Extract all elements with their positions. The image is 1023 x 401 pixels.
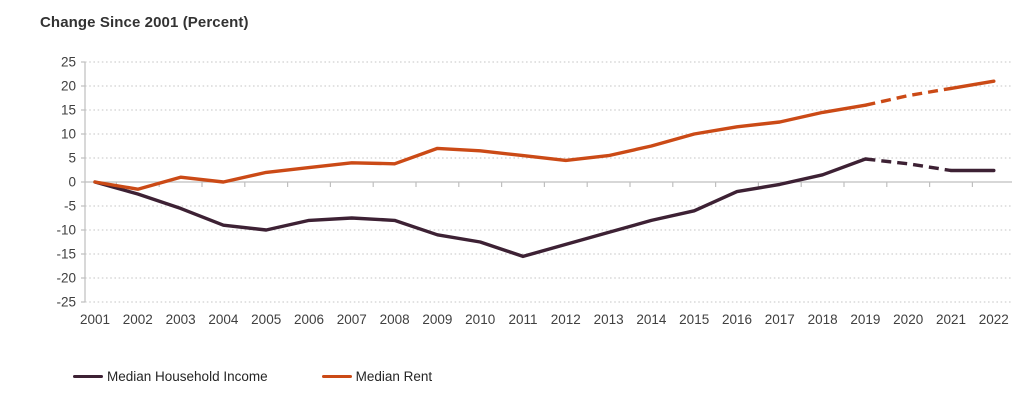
legend-item-income: Median Household Income <box>73 369 268 384</box>
svg-text:2018: 2018 <box>808 312 838 327</box>
svg-text:-5: -5 <box>64 199 76 214</box>
svg-text:2020: 2020 <box>893 312 923 327</box>
legend-label-income: Median Household Income <box>107 369 268 384</box>
svg-text:2013: 2013 <box>594 312 624 327</box>
svg-text:2005: 2005 <box>251 312 281 327</box>
svg-text:2004: 2004 <box>208 312 239 327</box>
legend-label-rent: Median Rent <box>355 369 433 384</box>
svg-text:2001: 2001 <box>80 312 110 327</box>
svg-text:2019: 2019 <box>850 312 880 327</box>
svg-text:2014: 2014 <box>636 312 667 327</box>
svg-text:10: 10 <box>61 127 76 142</box>
svg-text:15: 15 <box>61 103 76 118</box>
svg-text:2002: 2002 <box>123 312 153 327</box>
svg-text:2017: 2017 <box>765 312 795 327</box>
svg-text:2006: 2006 <box>294 312 324 327</box>
svg-text:2015: 2015 <box>679 312 709 327</box>
svg-text:2003: 2003 <box>166 312 196 327</box>
svg-text:2012: 2012 <box>551 312 581 327</box>
svg-text:2010: 2010 <box>465 312 495 327</box>
svg-text:2021: 2021 <box>936 312 966 327</box>
legend-swatch-income <box>73 374 103 379</box>
svg-text:25: 25 <box>61 55 76 70</box>
svg-text:20: 20 <box>61 79 76 94</box>
svg-text:-20: -20 <box>56 271 76 286</box>
svg-text:0: 0 <box>68 175 76 190</box>
legend-item-rent: Median Rent <box>321 369 433 384</box>
svg-text:5: 5 <box>68 151 76 166</box>
svg-text:-10: -10 <box>56 223 76 238</box>
svg-text:2016: 2016 <box>722 312 752 327</box>
chart-title: Change Since 2001 (Percent) <box>40 14 249 31</box>
svg-text:-25: -25 <box>56 295 76 310</box>
svg-text:2007: 2007 <box>337 312 367 327</box>
svg-text:2011: 2011 <box>508 312 537 327</box>
svg-text:2008: 2008 <box>380 312 410 327</box>
svg-text:2009: 2009 <box>422 312 452 327</box>
legend: Median Household Income Median Rent <box>73 369 432 384</box>
svg-text:-15: -15 <box>56 247 76 262</box>
svg-text:2022: 2022 <box>979 312 1009 327</box>
legend-swatch-rent <box>321 374 352 379</box>
